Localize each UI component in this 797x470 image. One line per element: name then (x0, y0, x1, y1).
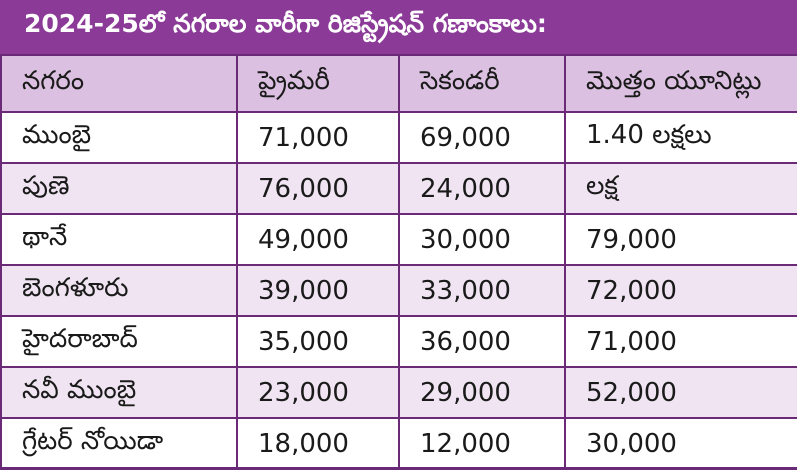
table-row: గ్రేటర్ నోయిడా 18,000 12,000 30,000 (0, 417, 797, 470)
cell-total: 1.40 లక్షలు (564, 111, 797, 164)
cell-primary: 76,000 (236, 162, 400, 215)
cell-secondary: 33,000 (398, 264, 566, 317)
cell-secondary: 12,000 (398, 417, 566, 470)
cell-city: హైదరాబాద్ (0, 315, 238, 368)
header-secondary: సెకండరీ (398, 54, 566, 113)
cell-city: గ్రేటర్ నోయిడా (0, 417, 238, 470)
cell-city: పుణె (0, 162, 238, 215)
cell-total: లక్ష (564, 162, 797, 215)
cell-primary: 23,000 (236, 366, 400, 419)
cell-secondary: 30,000 (398, 213, 566, 266)
cell-total: 52,000 (564, 366, 797, 419)
cell-total: 71,000 (564, 315, 797, 368)
cell-secondary: 36,000 (398, 315, 566, 368)
header-total-units: మొత్తం యూనిట్లు (564, 54, 797, 113)
table-title: 2024-25లో నగరాల వారీగా రిజిస్ట్రేషన్ గణా… (0, 0, 797, 54)
cell-city: థానే (0, 213, 238, 266)
cell-city: ముంబై (0, 111, 238, 164)
table-row: థానే 49,000 30,000 79,000 (0, 213, 797, 266)
cell-secondary: 24,000 (398, 162, 566, 215)
cell-primary: 35,000 (236, 315, 400, 368)
header-primary: ప్రైమరీ (236, 54, 400, 113)
cell-secondary: 69,000 (398, 111, 566, 164)
cell-city: నవీ ముంబై (0, 366, 238, 419)
header-city: నగరం (0, 54, 238, 113)
bottom-border (0, 467, 797, 469)
cell-primary: 18,000 (236, 417, 400, 470)
cell-primary: 49,000 (236, 213, 400, 266)
cell-total: 79,000 (564, 213, 797, 266)
table-row: నవీ ముంబై 23,000 29,000 52,000 (0, 366, 797, 419)
cell-primary: 71,000 (236, 111, 400, 164)
cell-primary: 39,000 (236, 264, 400, 317)
table-row: పుణె 76,000 24,000 లక్ష (0, 162, 797, 215)
table-header-row: నగరం ప్రైమరీ సెకండరీ మొత్తం యూనిట్లు (0, 54, 797, 113)
table-row: హైదరాబాద్ 35,000 36,000 71,000 (0, 315, 797, 368)
table-row: బెంగళూరు 39,000 33,000 72,000 (0, 264, 797, 317)
registration-table: నగరం ప్రైమరీ సెకండరీ మొత్తం యూనిట్లు ముం… (0, 54, 797, 470)
cell-secondary: 29,000 (398, 366, 566, 419)
cell-total: 30,000 (564, 417, 797, 470)
cell-city: బెంగళూరు (0, 264, 238, 317)
table-row: ముంబై 71,000 69,000 1.40 లక్షలు (0, 111, 797, 164)
cell-total: 72,000 (564, 264, 797, 317)
